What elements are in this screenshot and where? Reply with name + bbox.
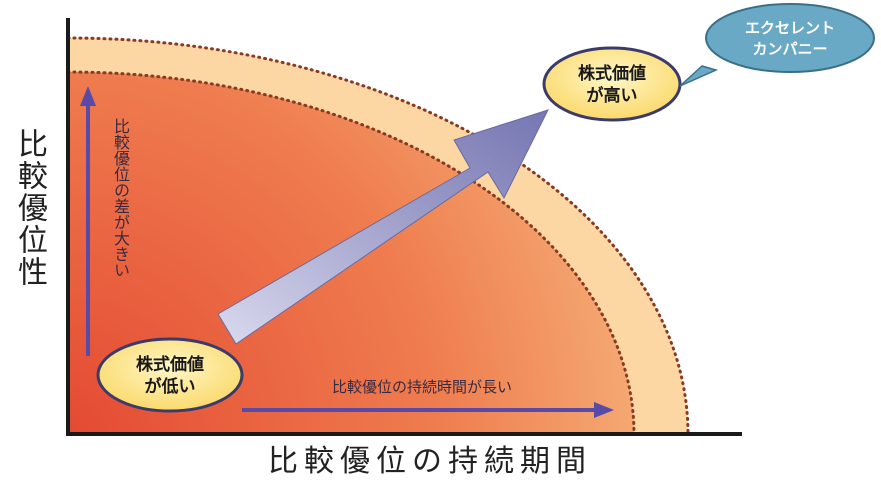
horizontal-arrow-label: 比較優位の持続時間が長い — [331, 378, 512, 396]
growth-arrow — [217, 109, 549, 345]
y-axis-label: 比較優位性 — [12, 128, 47, 288]
start-bubble: 株式価値 が低い — [96, 337, 244, 413]
vertical-arrow-label: 比較優位の差が大きい — [111, 118, 130, 278]
callout-line2: カンパニー — [752, 40, 827, 58]
end-bubble-line1: 株式価値 — [578, 63, 646, 84]
vertical-arrow-head — [80, 86, 96, 106]
end-bubble: 株式価値 が高い — [542, 46, 682, 122]
start-bubble-line2: が低い — [145, 376, 196, 397]
callout-line1: エクセレント — [745, 19, 835, 37]
excellent-company-callout: エクセレント カンパニー — [679, 3, 875, 87]
x-axis-label: 比較優位の持続期間 — [268, 444, 592, 479]
end-bubble-line2: が高い — [587, 85, 638, 106]
start-bubble-line1: 株式価値 — [136, 354, 204, 375]
horizontal-arrow-head — [594, 402, 614, 418]
